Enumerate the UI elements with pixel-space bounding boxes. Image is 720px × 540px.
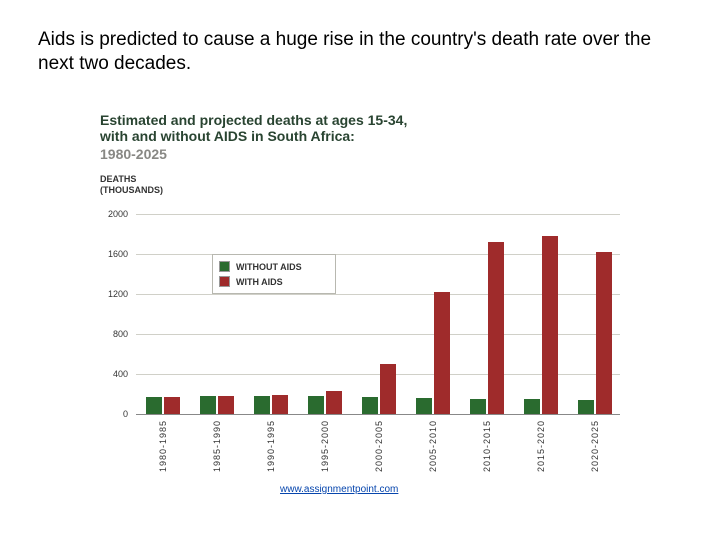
bars-layer <box>136 214 620 414</box>
bar <box>488 242 504 414</box>
bar <box>218 396 234 414</box>
bar <box>416 398 432 414</box>
bar <box>470 399 486 414</box>
chart-container: Estimated and projected deaths at ages 1… <box>100 112 640 512</box>
y-axis-label-l2: (THOUSANDS) <box>100 185 163 195</box>
page-root: Aids is predicted to cause a huge rise i… <box>0 0 720 540</box>
bar-group <box>524 236 558 414</box>
bar <box>434 292 450 414</box>
xtick-label: 2005-2010 <box>428 420 438 472</box>
xtick-label: 1985-1990 <box>212 420 222 472</box>
chart-title-l3: 1980-2025 <box>100 146 640 162</box>
bar <box>578 400 594 414</box>
bar <box>362 397 378 414</box>
bar-group <box>578 252 612 414</box>
x-axis-baseline <box>136 414 620 415</box>
bar <box>326 391 342 414</box>
bar-group <box>254 395 288 414</box>
ytick-label: 1200 <box>92 294 128 304</box>
footer-link[interactable]: www.assignmentpoint.com <box>280 484 398 495</box>
ytick-label: 1600 <box>92 254 128 264</box>
bar-group <box>416 292 450 414</box>
xtick-label: 1995-2000 <box>320 420 330 472</box>
ytick-label: 800 <box>92 334 128 344</box>
bar-group <box>200 396 234 414</box>
bar-group <box>308 391 342 414</box>
bar <box>524 399 540 414</box>
ytick-label: 400 <box>92 374 128 384</box>
bar-group <box>146 397 180 414</box>
chart-title-l1: Estimated and projected deaths at ages 1… <box>100 112 640 128</box>
bar <box>596 252 612 414</box>
xtick-label: 2000-2005 <box>374 420 384 472</box>
y-axis-label: DEATHS (THOUSANDS) <box>100 174 640 196</box>
bar <box>200 396 216 414</box>
ytick-label: 2000 <box>92 214 128 224</box>
plot-area: 0400800120016002000 WITHOUT AIDSWITH AID… <box>136 214 620 414</box>
xtick-label: 2010-2015 <box>482 420 492 472</box>
bar-group <box>362 364 396 414</box>
bar <box>146 397 162 414</box>
bar <box>542 236 558 414</box>
caption-text: Aids is predicted to cause a huge rise i… <box>38 28 682 76</box>
chart-title-l2: with and without AIDS in South Africa: <box>100 128 640 144</box>
bar <box>308 396 324 414</box>
bar <box>254 396 270 414</box>
xtick-label: 1990-1995 <box>266 420 276 472</box>
xtick-label: 2020-2025 <box>590 420 600 472</box>
bar-group <box>470 242 504 414</box>
ytick-label: 0 <box>92 414 128 424</box>
xtick-label: 1980-1985 <box>158 420 168 472</box>
bar <box>380 364 396 414</box>
xtick-label: 2015-2020 <box>536 420 546 472</box>
y-axis-label-l1: DEATHS <box>100 174 136 184</box>
bar <box>272 395 288 414</box>
bar <box>164 397 180 414</box>
